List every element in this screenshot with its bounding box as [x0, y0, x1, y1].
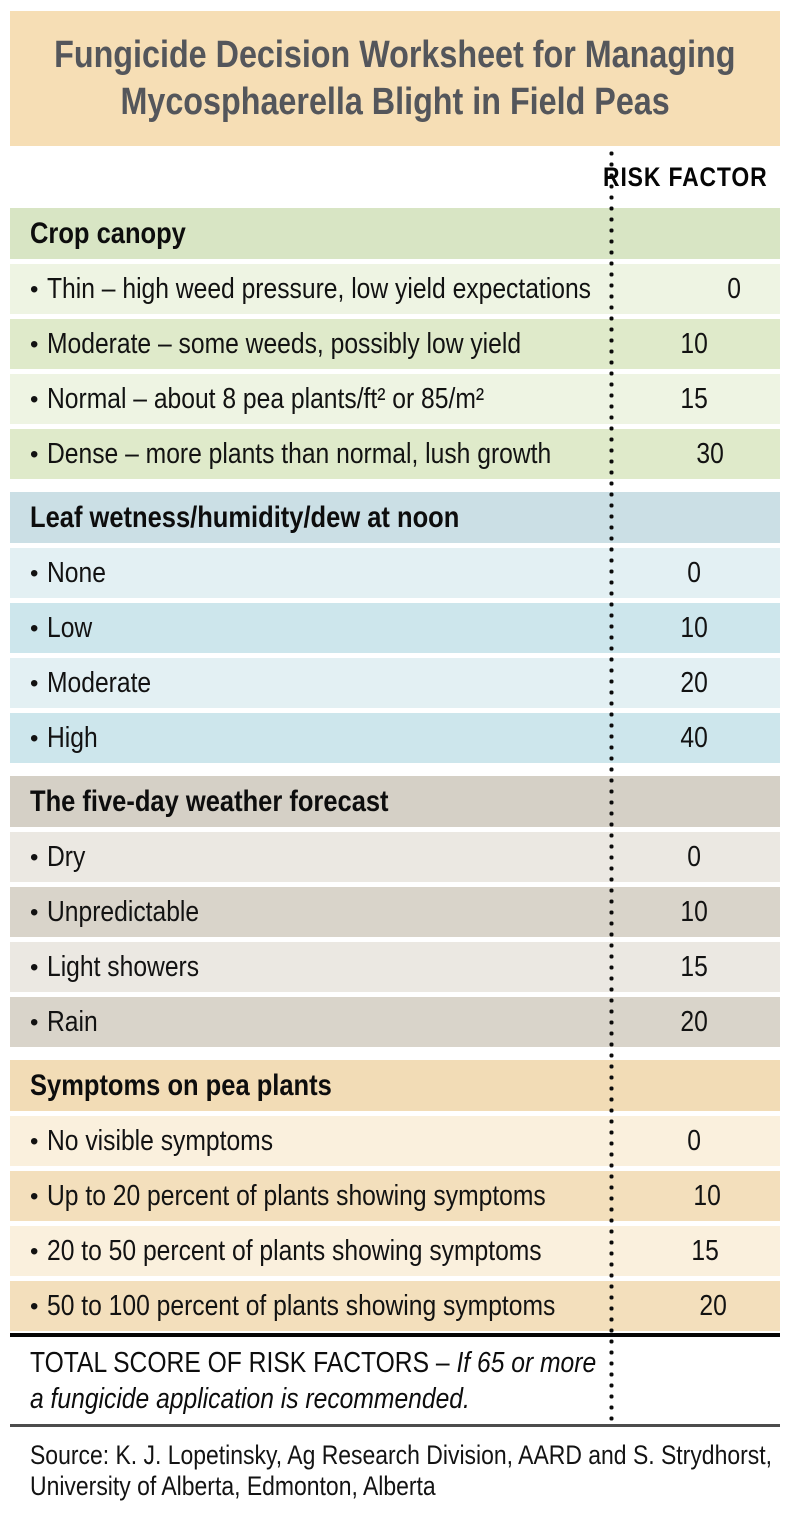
section-header: The five-day weather forecast [10, 776, 780, 827]
row-label: High [47, 721, 99, 754]
risk-value: 15 [680, 950, 709, 983]
bullet-marker: • [30, 1238, 39, 1265]
source-attribution: Source: K. J. Lopetinsky, Ag Research Di… [10, 1440, 780, 1502]
bullet-marker: • [30, 670, 39, 697]
row-label: Moderate – some weeds, possibly low yiel… [47, 327, 522, 360]
row-label: Up to 20 percent of plants showing sympt… [47, 1179, 547, 1212]
risk-value: 10 [680, 895, 709, 928]
table-row: • None 0 [10, 548, 780, 598]
risk-factor-column-header: RISK FACTOR [10, 146, 780, 208]
total-score-note: If 65 or more a fungicide application is… [30, 1346, 597, 1415]
row-label: Unpredictable [47, 895, 200, 928]
risk-value: 30 [696, 437, 725, 470]
risk-value: 0 [687, 1124, 702, 1157]
table-row: • Moderate – some weeds, possibly low yie… [10, 319, 780, 369]
bullet-marker: • [30, 386, 39, 413]
bullet-marker: • [30, 844, 39, 871]
bullet-marker: • [30, 954, 39, 981]
section-weather-forecast: The five-day weather forecast • Dry 0 • Un… [10, 776, 780, 1047]
risk-value: 10 [693, 1179, 721, 1212]
risk-factor-label: RISK FACTOR [603, 161, 768, 192]
section-title: Leaf wetness/humidity/dew at noon [30, 500, 460, 534]
table-row: • Dry 0 [10, 832, 780, 882]
risk-value: 10 [680, 327, 709, 360]
row-label: None [47, 556, 107, 589]
section-header: Symptoms on pea plants [10, 1060, 780, 1111]
risk-value: 20 [680, 666, 709, 699]
risk-value: 40 [680, 721, 709, 754]
table-row: • Up to 20 percent of plants showing symp… [10, 1171, 780, 1221]
table-row: • Unpredictable 10 [10, 887, 780, 937]
table-row: • 50 to 100 percent of plants showing sym… [10, 1281, 780, 1331]
table-row: • Normal – about 8 pea plants/ft² or 85/m… [10, 374, 780, 424]
row-label: Moderate [47, 666, 152, 699]
bullet-marker: • [30, 615, 39, 642]
table-row: • Dense – more plants than normal, lush g… [10, 429, 780, 479]
divider-rule-top [10, 1333, 780, 1337]
section-leaf-wetness: Leaf wetness/humidity/dew at noon • None … [10, 492, 780, 763]
risk-value: 15 [680, 382, 709, 415]
bullet-marker: • [30, 725, 39, 752]
bullet-marker: • [30, 1183, 39, 1210]
row-label: Thin – high weed pressure, low yield exp… [47, 272, 592, 305]
bullet-marker: • [30, 560, 39, 587]
section-title: Crop canopy [30, 216, 186, 250]
table-row: • Moderate 20 [10, 658, 780, 708]
bullet-marker: • [30, 1293, 39, 1320]
risk-value: 20 [680, 1005, 709, 1038]
risk-value: 0 [687, 556, 702, 589]
table-row: • Low 10 [10, 603, 780, 653]
risk-table: Crop canopy • Thin – high weed pressure, … [10, 208, 780, 1344]
bullet-marker: • [30, 441, 39, 468]
risk-value: 20 [699, 1289, 727, 1322]
section-title: The five-day weather forecast [30, 784, 389, 818]
row-label: 50 to 100 percent of plants showing symp… [47, 1289, 556, 1322]
row-label: Dense – more plants than normal, lush gr… [47, 437, 552, 470]
row-label: Light showers [47, 950, 200, 983]
risk-value: 15 [690, 1234, 719, 1267]
section-header: Leaf wetness/humidity/dew at noon [10, 492, 780, 543]
row-label: Low [47, 611, 93, 644]
table-row: • No visible symptoms 0 [10, 1116, 780, 1166]
section-title: Symptoms on pea plants [30, 1068, 332, 1102]
source-text: Source: K. J. Lopetinsky, Ag Research Di… [30, 1440, 772, 1501]
table-row: • Thin – high weed pressure, low yield ex… [10, 264, 780, 314]
bullet-marker: • [30, 1009, 39, 1036]
bullet-marker: • [30, 276, 39, 303]
bullet-marker: • [30, 331, 39, 358]
title-banner: Fungicide Decision Worksheet for Managin… [10, 11, 780, 146]
page-title-line2: Mycosphaerella Blight in Field Peas [120, 80, 670, 123]
bullet-marker: • [30, 899, 39, 926]
section-crop-canopy: Crop canopy • Thin – high weed pressure, … [10, 208, 780, 479]
row-label: No visible symptoms [47, 1124, 274, 1157]
section-header: Crop canopy [10, 208, 780, 259]
table-row: • Rain 20 [10, 997, 780, 1047]
risk-value: 0 [687, 840, 702, 873]
risk-value: 10 [680, 611, 709, 644]
table-row: • 20 to 50 percent of plants showing symp… [10, 1226, 780, 1276]
risk-value: 0 [726, 272, 741, 305]
row-label: Rain [47, 1005, 99, 1038]
page-title-line1: Fungicide Decision Worksheet for Managin… [54, 33, 736, 76]
row-label: 20 to 50 percent of plants showing sympt… [47, 1234, 543, 1267]
row-label: Dry [47, 840, 86, 873]
divider-rule-bottom [10, 1424, 780, 1427]
dotted-column-divider [609, 150, 614, 1424]
section-symptoms: Symptoms on pea plants • No visible sympt… [10, 1060, 780, 1331]
row-label: Normal – about 8 pea plants/ft² or 85/m² [47, 382, 485, 415]
table-row: • Light showers 15 [10, 942, 780, 992]
total-score-label: TOTAL SCORE OF RISK FACTORS – [30, 1346, 457, 1379]
total-score-row: TOTAL SCORE OF RISK FACTORS – If 65 or m… [10, 1337, 780, 1424]
bullet-marker: • [30, 1128, 39, 1155]
table-row: • High 40 [10, 713, 780, 763]
